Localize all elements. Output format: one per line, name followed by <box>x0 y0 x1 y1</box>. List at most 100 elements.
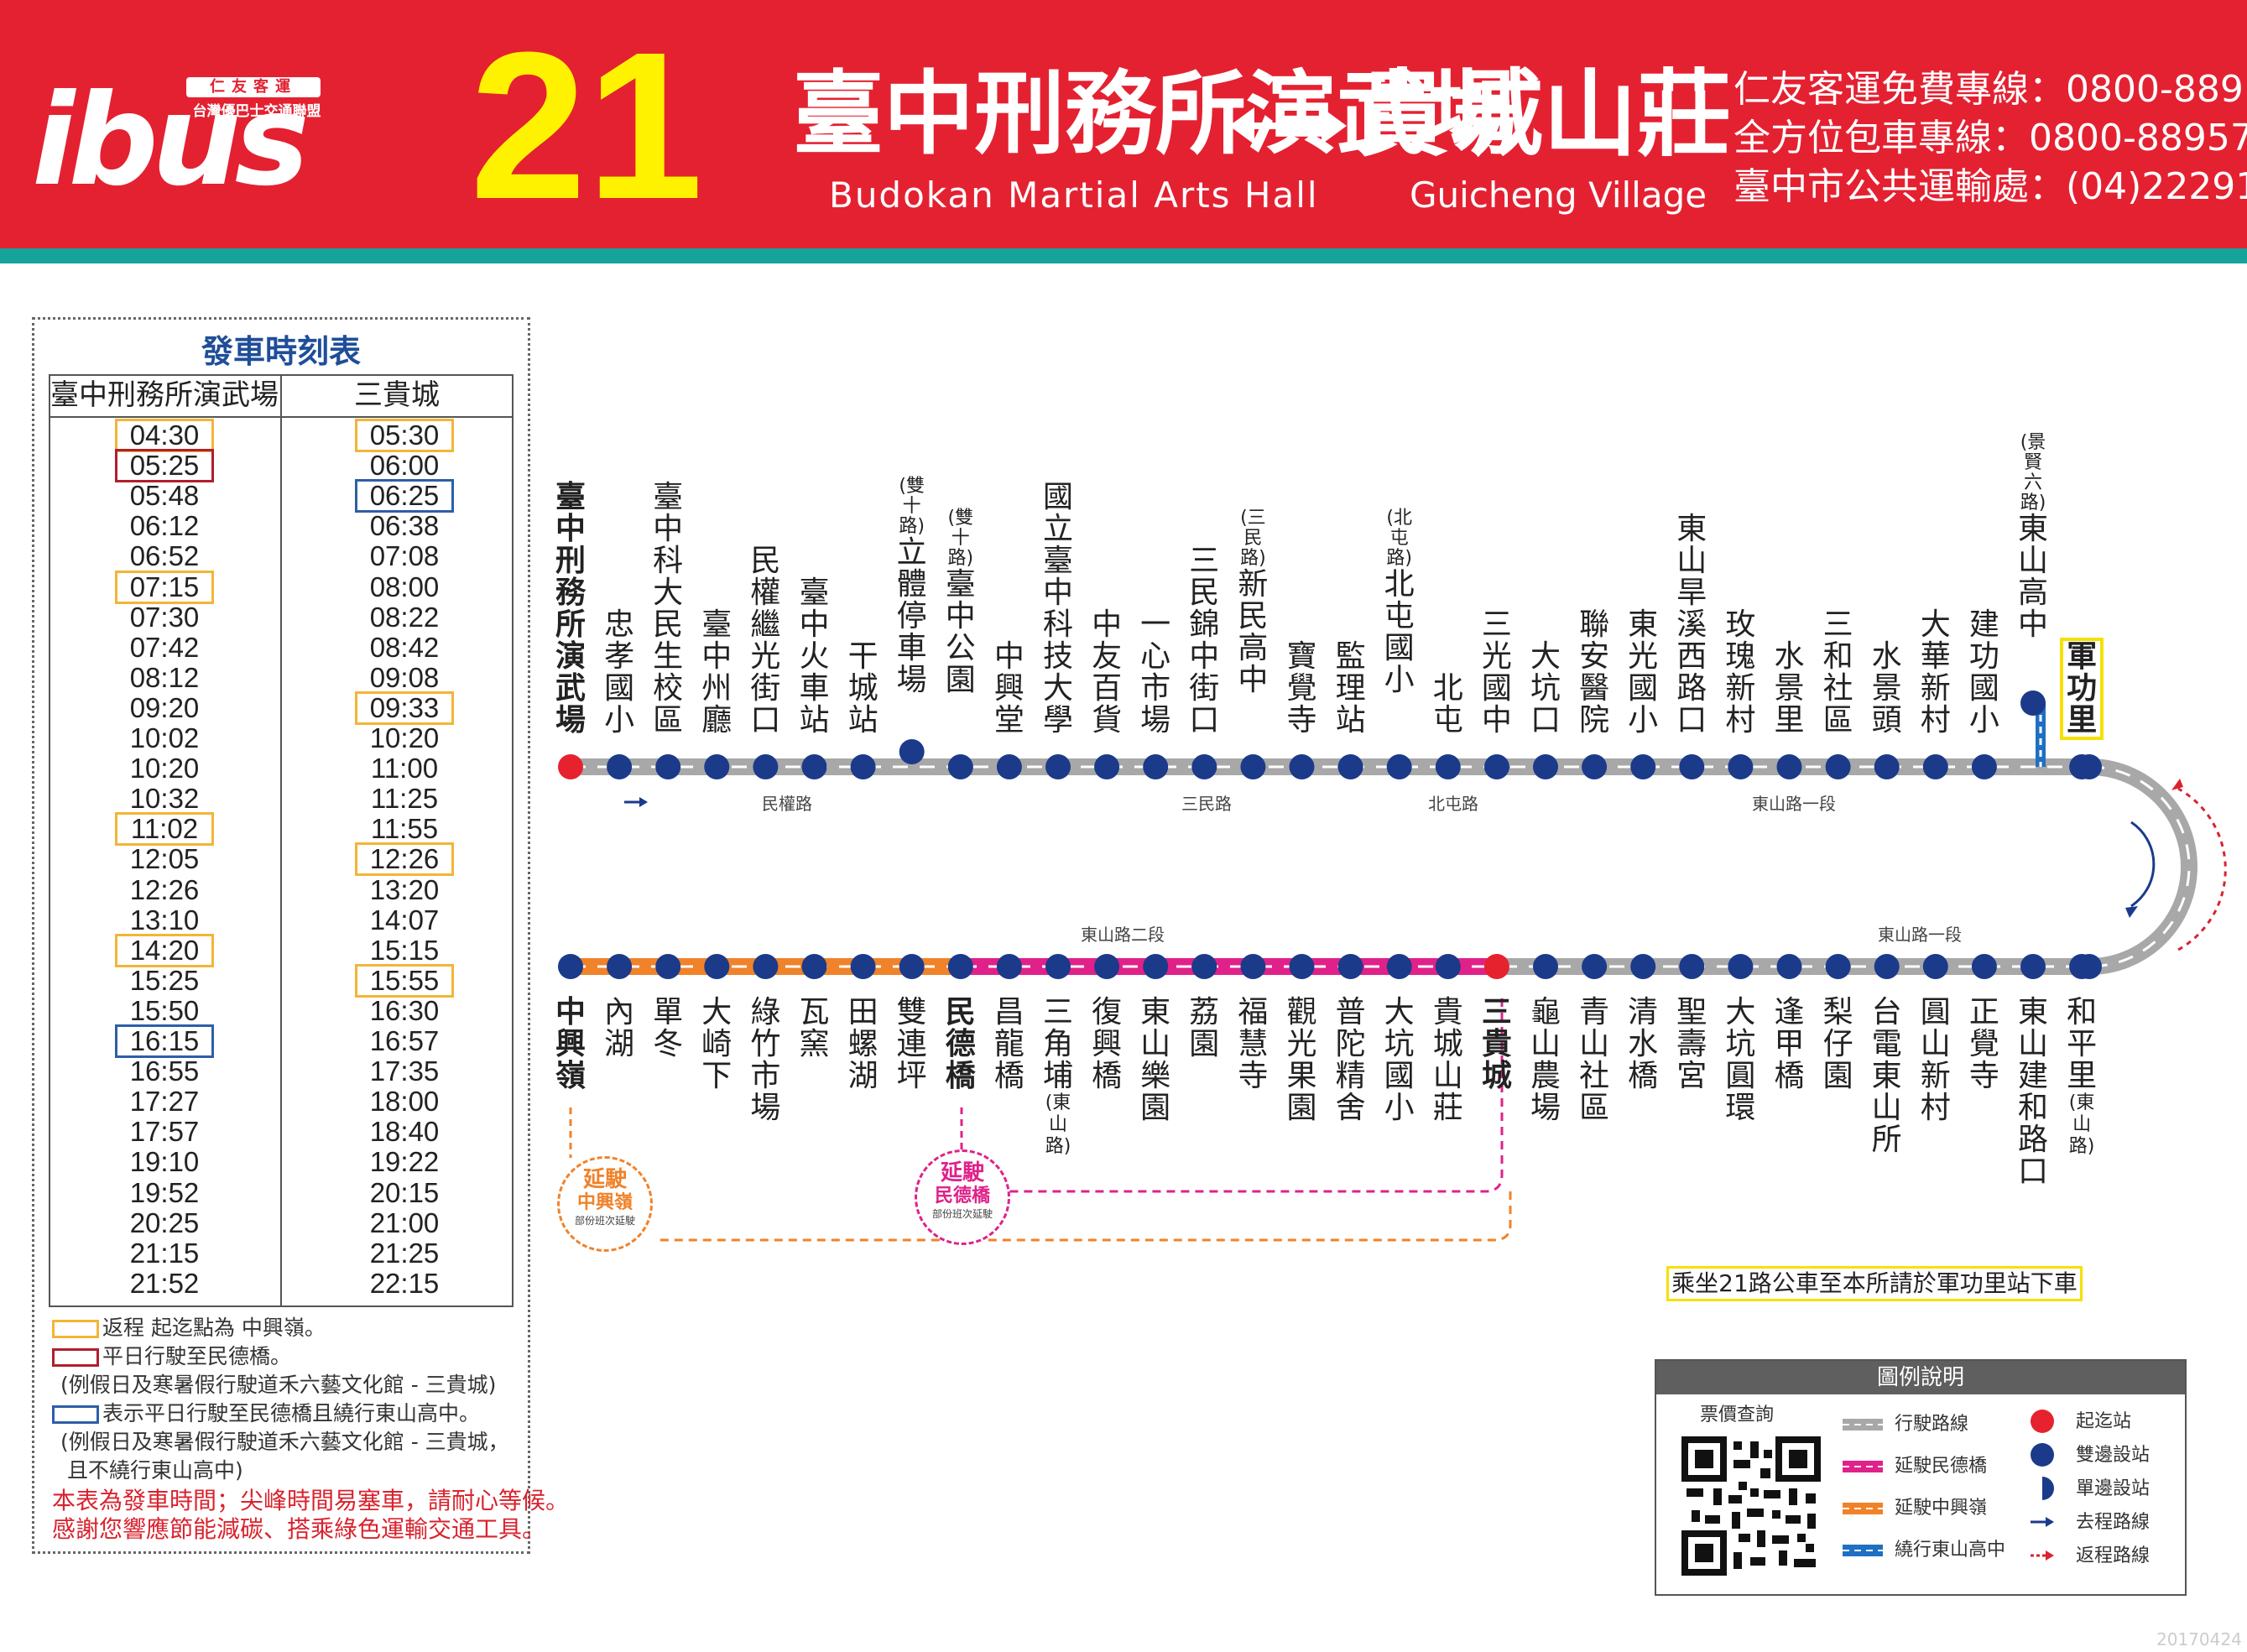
top-stop-dot <box>655 754 681 779</box>
legend-line-swatches <box>1843 1419 1883 1556</box>
legend-panel: 圖例說明 票價查詢 行駛路線 延駛民德橋 延駛中興 <box>1655 1359 2187 1596</box>
header-banner <box>0 0 2247 248</box>
bottom-stop-name: 內湖 <box>604 995 635 1061</box>
bottom-stop-dot <box>1728 954 1754 979</box>
bottom-stop-name: 昌龍橋 <box>993 995 1024 1093</box>
top-stop-name: 三光國中 <box>1481 607 1512 737</box>
legend-return: 返程路線 <box>2076 1545 2151 1566</box>
note-red-text: 平日行駛至民德橋。 <box>102 1344 292 1368</box>
top-stop-dot <box>996 754 1022 779</box>
timetable-col2-time: 18:40 <box>369 1116 440 1148</box>
ext-minde-line3: 部份班次延駛 <box>931 1208 993 1220</box>
bottom-stop-dot <box>801 954 827 979</box>
top-stop-name: 中友百貨 <box>1092 607 1123 737</box>
dest-name-en: Guicheng Village <box>1410 175 1707 216</box>
top-stop-dot <box>1971 754 1997 779</box>
bottom-stop-label: 聖壽宮 <box>1676 997 1707 1092</box>
top-stop-name: 大華新村 <box>1920 607 1951 737</box>
alight-notice: 乘坐21路公車至本所請於軍功里站下車 <box>1666 1266 2083 1301</box>
top-stop-name: 東光國小 <box>1628 607 1659 737</box>
top-stop-name: 三民錦中街口 <box>1189 544 1220 737</box>
bottom-stop-name: 瓦窯 <box>799 995 830 1061</box>
top-stop-label: 北屯 <box>1432 673 1464 737</box>
top-stop-dot <box>753 754 779 779</box>
bottom-stop-dot <box>850 954 876 979</box>
bottom-stop-dot <box>899 954 925 979</box>
bottom-stop-label: 中興嶺 <box>555 997 587 1092</box>
timetable-col2-time: 16:57 <box>369 1025 440 1056</box>
bottom-stop-dot <box>753 954 779 979</box>
timetable-col1-time: 06:52 <box>129 540 200 572</box>
top-stop-label: (景賢六路) 東山高中 <box>2017 433 2049 641</box>
top-stop-label: 臺中刑務所演武場 <box>555 482 587 737</box>
timetable-col2-time: 11:55 <box>370 813 439 845</box>
legend-outbound: 去程路線 <box>2076 1512 2151 1533</box>
timetable-col1-time: 06:12 <box>129 510 200 542</box>
bottom-stop-name: 東山樂園 <box>1140 995 1171 1125</box>
timetable-col2-time: 08:42 <box>369 631 440 663</box>
top-stop-name: 中興堂 <box>993 639 1024 737</box>
timetable-col2-time: 21:25 <box>369 1237 440 1269</box>
bottom-stop-name: 梨仔園 <box>1822 995 1853 1093</box>
top-stop-label: 水景里 <box>1774 641 1806 737</box>
bottom-stop-label: 清水橋 <box>1627 997 1659 1092</box>
top-stop-label: 東光國小 <box>1627 609 1659 737</box>
qr-code-icon[interactable] <box>1680 1435 1822 1577</box>
yellow-swatch <box>52 1320 99 1338</box>
bottom-stop-label: 雙連坪 <box>896 997 928 1092</box>
top-stop-dot <box>1435 754 1461 779</box>
bottom-stop-dot <box>1143 954 1169 979</box>
bottom-stop-label: 昌龍橋 <box>993 997 1025 1092</box>
blue-swatch <box>52 1405 99 1424</box>
top-stop-label: 監理站 <box>1335 641 1367 737</box>
bottom-stop-label: 貴城山莊 <box>1432 997 1464 1124</box>
bottom-stop-name: 青山社區 <box>1579 995 1610 1125</box>
top-stop-label: 聯安醫院 <box>1578 609 1610 737</box>
bottom-stop-road-note: (東山路) <box>2068 1092 2095 1157</box>
bottom-stop-label: 觀光果園 <box>1286 997 1318 1124</box>
bottom-stop-dot <box>1094 954 1120 979</box>
bottom-stop-dot <box>704 954 730 979</box>
terminal-stop-dot <box>1483 954 1509 979</box>
timetable-col2-time: 08:22 <box>369 601 440 633</box>
timetable-col1-time: 14:20 <box>115 933 214 967</box>
top-stop-label: 玫瑰新村 <box>1724 609 1756 737</box>
timetable-col1-header: 臺中刑務所演武場 <box>50 378 279 412</box>
bottom-stop-name: 觀光果園 <box>1286 995 1317 1125</box>
top-stop-name: 干城站 <box>847 639 878 737</box>
top-stop-dot <box>2020 691 2046 716</box>
note-yellow-text: 返程 起迄點為 中興嶺。 <box>102 1316 326 1340</box>
timetable-col2-time: 06:25 <box>355 479 454 513</box>
contact-free-line: 仁友客運免費專線：0800-889116 <box>1733 68 2247 111</box>
timetable-col1-time: 11:02 <box>115 812 214 847</box>
bottom-stop-dot <box>1971 954 1997 979</box>
top-stop-dot <box>1191 754 1217 779</box>
top-stop-name: 立體停車場 <box>896 535 927 697</box>
bottom-stop-name: 田螺湖 <box>847 995 878 1093</box>
bottom-stop-name: 大崎下 <box>701 995 732 1093</box>
timetable-col2-header: 三貴城 <box>354 378 440 412</box>
top-stop-label: (雙十路) 臺中公園 <box>945 508 977 696</box>
fare-query-label: 票價查詢 <box>1700 1404 1775 1425</box>
timetable-col1-time: 10:32 <box>129 783 200 815</box>
bottom-stop-label: 逢甲橋 <box>1774 997 1806 1092</box>
timetable-col1-time: 08:12 <box>129 661 200 693</box>
ext-badge-zhongxing: 延駛 中興嶺 部份班次延駛 <box>557 1156 653 1252</box>
top-stop-dot <box>899 739 925 764</box>
bottom-stop-dot <box>1289 954 1315 979</box>
bottom-stop-name: 中興嶺 <box>555 995 586 1093</box>
ext-zhongxing-line2: 中興嶺 <box>576 1192 633 1213</box>
company-tag: 仁友客運 <box>186 77 321 97</box>
bottom-stop-name: 龜山農場 <box>1530 995 1561 1125</box>
top-stop-dot <box>704 754 730 779</box>
bottom-stop-dot <box>1874 954 1900 979</box>
top-stop-name: 建功國小 <box>1968 607 1999 737</box>
top-stop-dot <box>801 754 827 779</box>
note-peak-warning: 本表為發車時間；尖峰時間易塞車，請耐心等候。 <box>52 1487 570 1514</box>
top-stop-name: 北屯 <box>1432 671 1463 737</box>
double-arrow-icon <box>1229 107 1347 144</box>
top-stop-dot <box>947 754 973 779</box>
contact-charter-line: 全方位包車專線：0800-889577 <box>1733 117 2247 159</box>
bottom-stop-dot <box>1582 954 1608 979</box>
